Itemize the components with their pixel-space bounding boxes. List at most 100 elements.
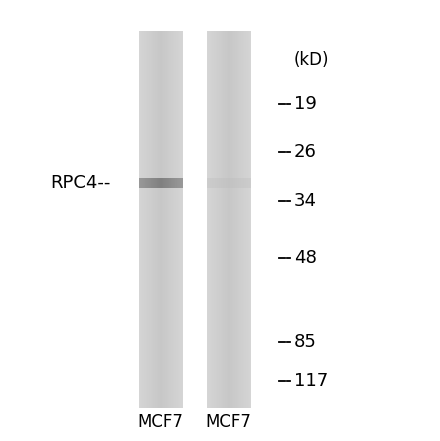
Bar <box>181 178 182 188</box>
Bar <box>169 31 170 408</box>
Bar <box>231 178 232 188</box>
Bar <box>145 31 146 408</box>
Bar <box>248 31 249 408</box>
Bar <box>147 178 148 188</box>
Bar <box>233 31 234 408</box>
Bar <box>231 31 232 408</box>
Bar <box>157 178 158 188</box>
Bar <box>242 178 243 188</box>
Bar <box>247 31 248 408</box>
Bar <box>244 178 245 188</box>
Bar <box>239 178 240 188</box>
Bar <box>151 178 152 188</box>
Bar <box>211 31 212 408</box>
Bar <box>160 178 161 188</box>
Bar <box>211 178 212 188</box>
Bar <box>233 178 234 188</box>
Bar <box>210 178 211 188</box>
Bar <box>161 31 162 408</box>
Bar <box>169 178 170 188</box>
Text: 48: 48 <box>294 249 317 267</box>
Bar <box>213 178 214 188</box>
Bar <box>238 178 239 188</box>
Bar <box>168 31 169 408</box>
Bar <box>158 178 159 188</box>
Bar <box>147 31 148 408</box>
Bar <box>155 31 156 408</box>
Bar <box>221 178 222 188</box>
Bar <box>208 178 209 188</box>
Bar <box>165 31 166 408</box>
Bar <box>176 31 177 408</box>
Bar <box>235 178 236 188</box>
Bar <box>228 178 229 188</box>
Bar <box>246 31 247 408</box>
Bar <box>226 31 227 408</box>
Bar <box>140 31 141 408</box>
Bar <box>158 31 159 408</box>
Bar <box>154 31 155 408</box>
Bar <box>232 178 233 188</box>
Bar <box>179 178 180 188</box>
Bar <box>142 178 143 188</box>
Bar <box>248 178 249 188</box>
Bar <box>160 31 161 408</box>
Bar <box>209 31 210 408</box>
Bar <box>141 31 142 408</box>
Bar <box>219 31 220 408</box>
Bar <box>243 178 244 188</box>
Bar <box>168 178 169 188</box>
Bar <box>149 31 150 408</box>
Bar <box>150 178 151 188</box>
Bar <box>220 31 221 408</box>
Bar <box>175 31 176 408</box>
Bar <box>236 178 237 188</box>
Text: RPC4--: RPC4-- <box>51 174 111 192</box>
Bar <box>241 178 242 188</box>
Bar <box>230 31 231 408</box>
Bar <box>210 31 211 408</box>
Bar <box>155 178 156 188</box>
Bar <box>219 178 220 188</box>
Bar <box>165 178 166 188</box>
Bar <box>162 31 163 408</box>
Bar <box>157 31 158 408</box>
Text: MCF7: MCF7 <box>138 414 183 431</box>
Bar <box>144 31 145 408</box>
Bar <box>222 31 223 408</box>
Bar <box>207 178 208 188</box>
Bar <box>237 31 238 408</box>
Text: 26: 26 <box>294 143 317 161</box>
Bar <box>207 31 208 408</box>
Bar <box>149 178 150 188</box>
Bar <box>180 31 181 408</box>
Bar <box>178 178 179 188</box>
Bar <box>161 178 162 188</box>
Bar <box>164 178 165 188</box>
Bar <box>229 178 230 188</box>
Bar <box>163 178 164 188</box>
Bar <box>173 178 174 188</box>
Bar <box>242 31 243 408</box>
Bar <box>222 178 223 188</box>
Bar <box>153 31 154 408</box>
Bar <box>164 31 165 408</box>
Bar <box>172 178 173 188</box>
Bar <box>182 178 183 188</box>
Bar <box>215 178 216 188</box>
Bar <box>250 178 251 188</box>
Bar <box>249 31 250 408</box>
Bar <box>234 31 235 408</box>
Bar <box>142 31 143 408</box>
Bar <box>182 31 183 408</box>
Bar <box>228 31 229 408</box>
Bar <box>220 178 221 188</box>
Bar <box>217 31 218 408</box>
Bar <box>144 178 145 188</box>
Bar <box>166 178 167 188</box>
Bar <box>246 178 247 188</box>
Bar <box>213 31 214 408</box>
Bar <box>177 31 178 408</box>
Bar <box>208 31 209 408</box>
Bar <box>163 31 164 408</box>
